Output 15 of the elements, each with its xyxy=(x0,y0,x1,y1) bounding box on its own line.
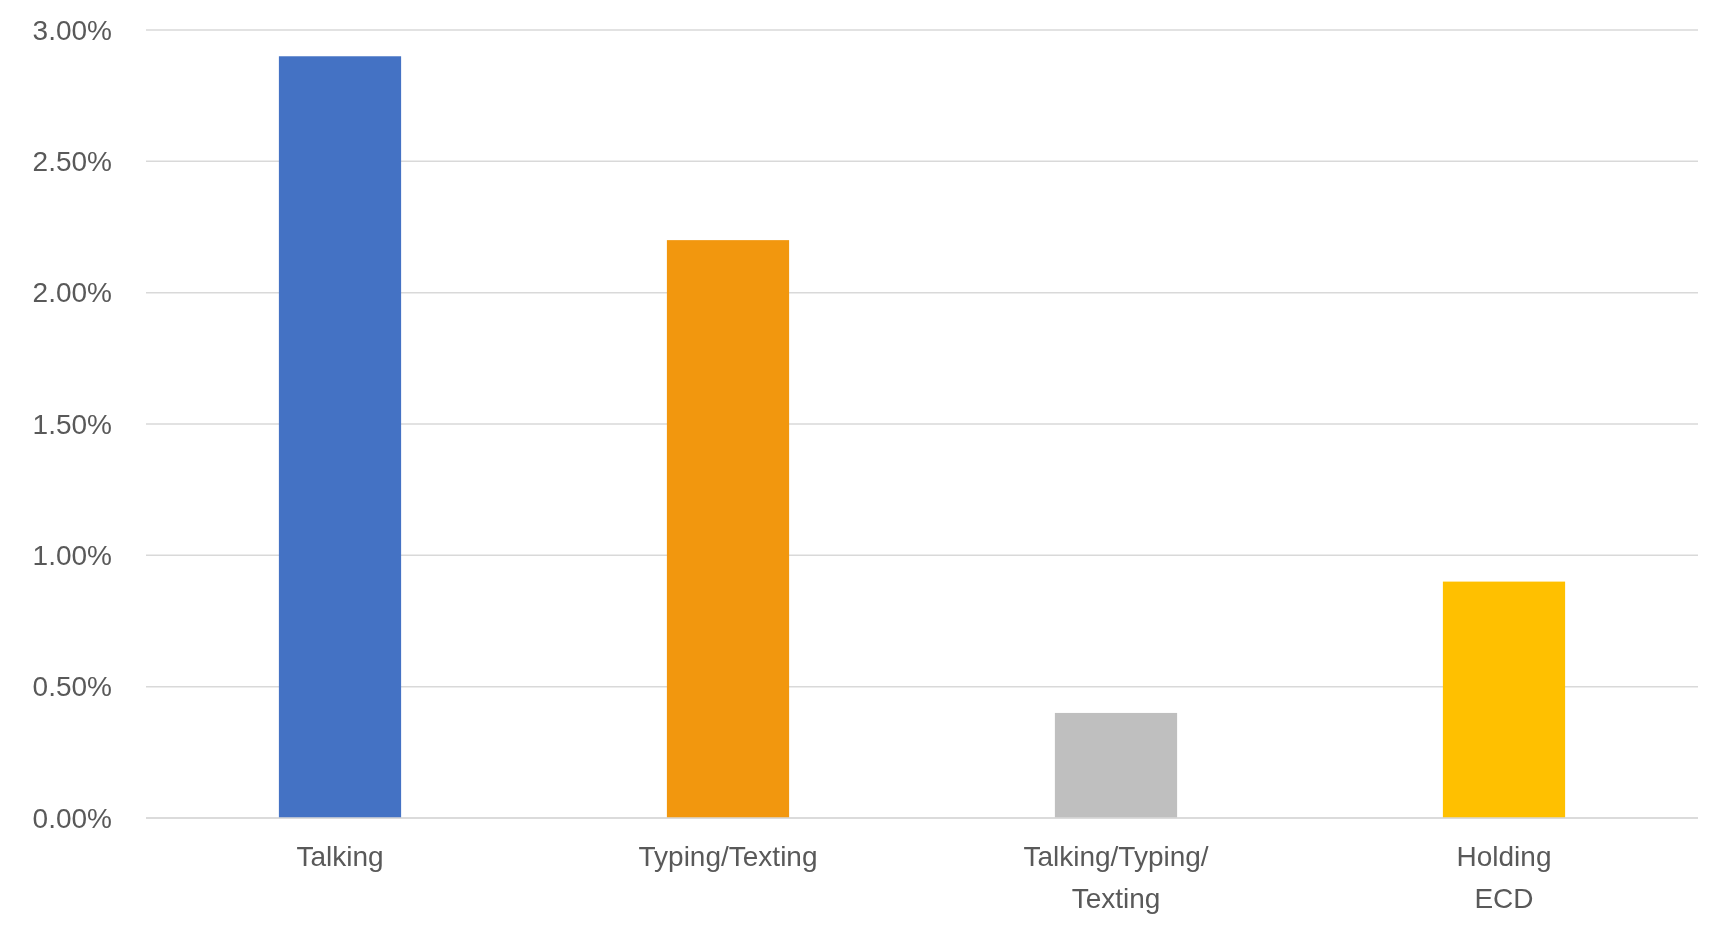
bar xyxy=(666,240,790,818)
x-tick-label: Holding ECD xyxy=(1456,841,1552,914)
bar xyxy=(278,56,402,818)
y-tick-label: 0.50% xyxy=(32,671,112,703)
y-tick-label: 3.00% xyxy=(32,14,112,46)
x-tick-label: Typing/Texting xyxy=(638,841,818,872)
y-tick-label: 1.00% xyxy=(32,540,112,572)
x-tick-label: Talking/Typing/Texting xyxy=(1023,841,1209,914)
y-tick-label: 2.00% xyxy=(32,277,112,309)
y-tick-label: 0.00% xyxy=(32,802,112,834)
x-tick-label: Talking xyxy=(296,841,384,872)
bar xyxy=(1442,581,1566,818)
y-tick-label: 2.50% xyxy=(32,146,112,178)
bar xyxy=(1054,712,1178,818)
y-tick-label: 1.50% xyxy=(32,408,112,440)
